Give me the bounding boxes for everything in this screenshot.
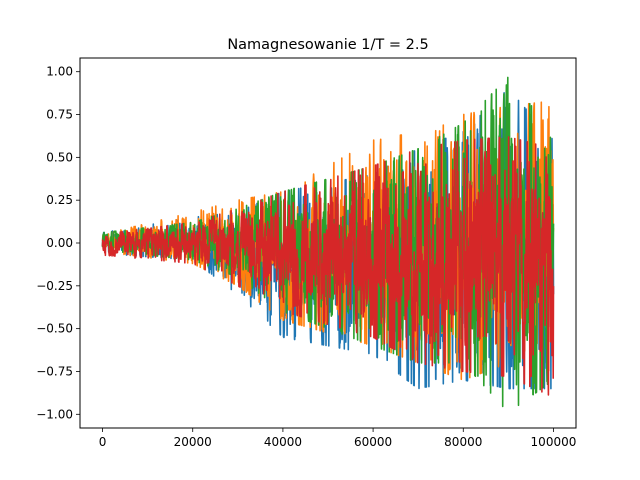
series-layer bbox=[101, 76, 555, 408]
y-tick-label: −0.75 bbox=[36, 364, 73, 378]
y-tick-label: 0.00 bbox=[46, 236, 73, 250]
y-tick-label: 0.25 bbox=[46, 193, 73, 207]
x-axis: 0 20000 40000 60000 80000 100000 bbox=[99, 428, 577, 449]
y-tick-label: 0.50 bbox=[46, 150, 73, 164]
x-tick-label: 40000 bbox=[264, 435, 302, 449]
chart-title: Namagnesowanie 1/T = 2.5 bbox=[227, 37, 428, 53]
x-tick-label: 80000 bbox=[444, 435, 482, 449]
y-tick-label: 0.75 bbox=[46, 108, 73, 122]
y-tick-label: 1.00 bbox=[46, 65, 73, 79]
y-tick-label: −0.50 bbox=[36, 322, 73, 336]
y-axis: 1.00 0.75 0.50 0.25 0.00 −0.25 −0.50 −0.75 −1.00 bbox=[36, 65, 80, 421]
x-tick-label: 20000 bbox=[174, 435, 212, 449]
x-tick-label: 60000 bbox=[354, 435, 392, 449]
x-tick-label: 0 bbox=[99, 435, 107, 449]
series-line bbox=[101, 136, 555, 396]
y-tick-label: −0.25 bbox=[36, 279, 73, 293]
x-tick-label: 100000 bbox=[531, 435, 577, 449]
y-tick-label: −1.00 bbox=[36, 407, 73, 421]
